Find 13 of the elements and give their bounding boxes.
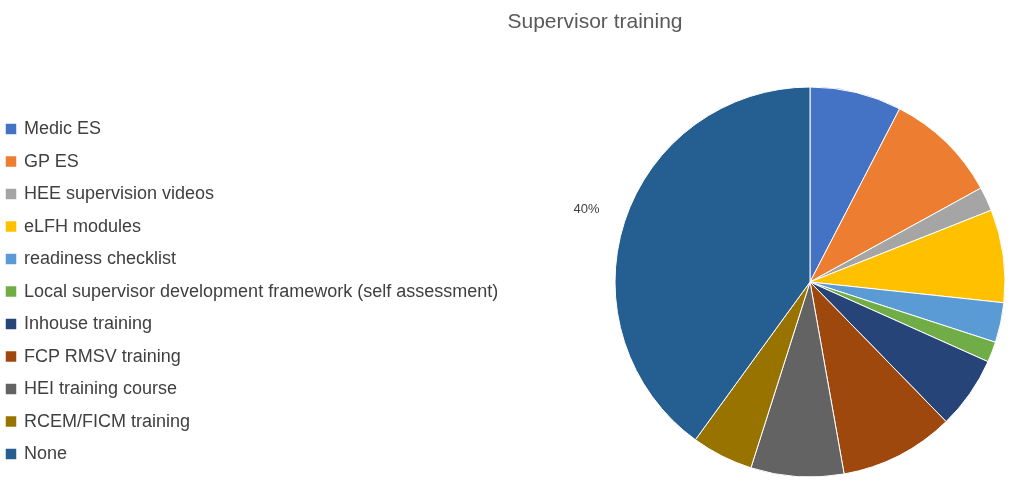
legend-label: None: [24, 443, 68, 463]
chart-title: Supervisor training: [507, 9, 683, 32]
legend-label: HEI training course: [24, 378, 178, 398]
legend-label: readiness checklist: [24, 248, 177, 268]
legend-label: FCP RMSV training: [24, 345, 181, 366]
data-label: 40%: [573, 201, 600, 217]
legend-label: eLFH modules: [24, 215, 142, 236]
legend-label: GP ES: [24, 150, 79, 171]
legend-label: HEE supervision videos: [24, 183, 215, 203]
legend-label: RCEM/FICM training: [24, 410, 191, 431]
legend-label: Inhouse training: [24, 313, 153, 333]
legend-label: Medic ES: [24, 118, 102, 138]
legend-label: Local supervisor development framework (self assessment): [24, 280, 499, 301]
